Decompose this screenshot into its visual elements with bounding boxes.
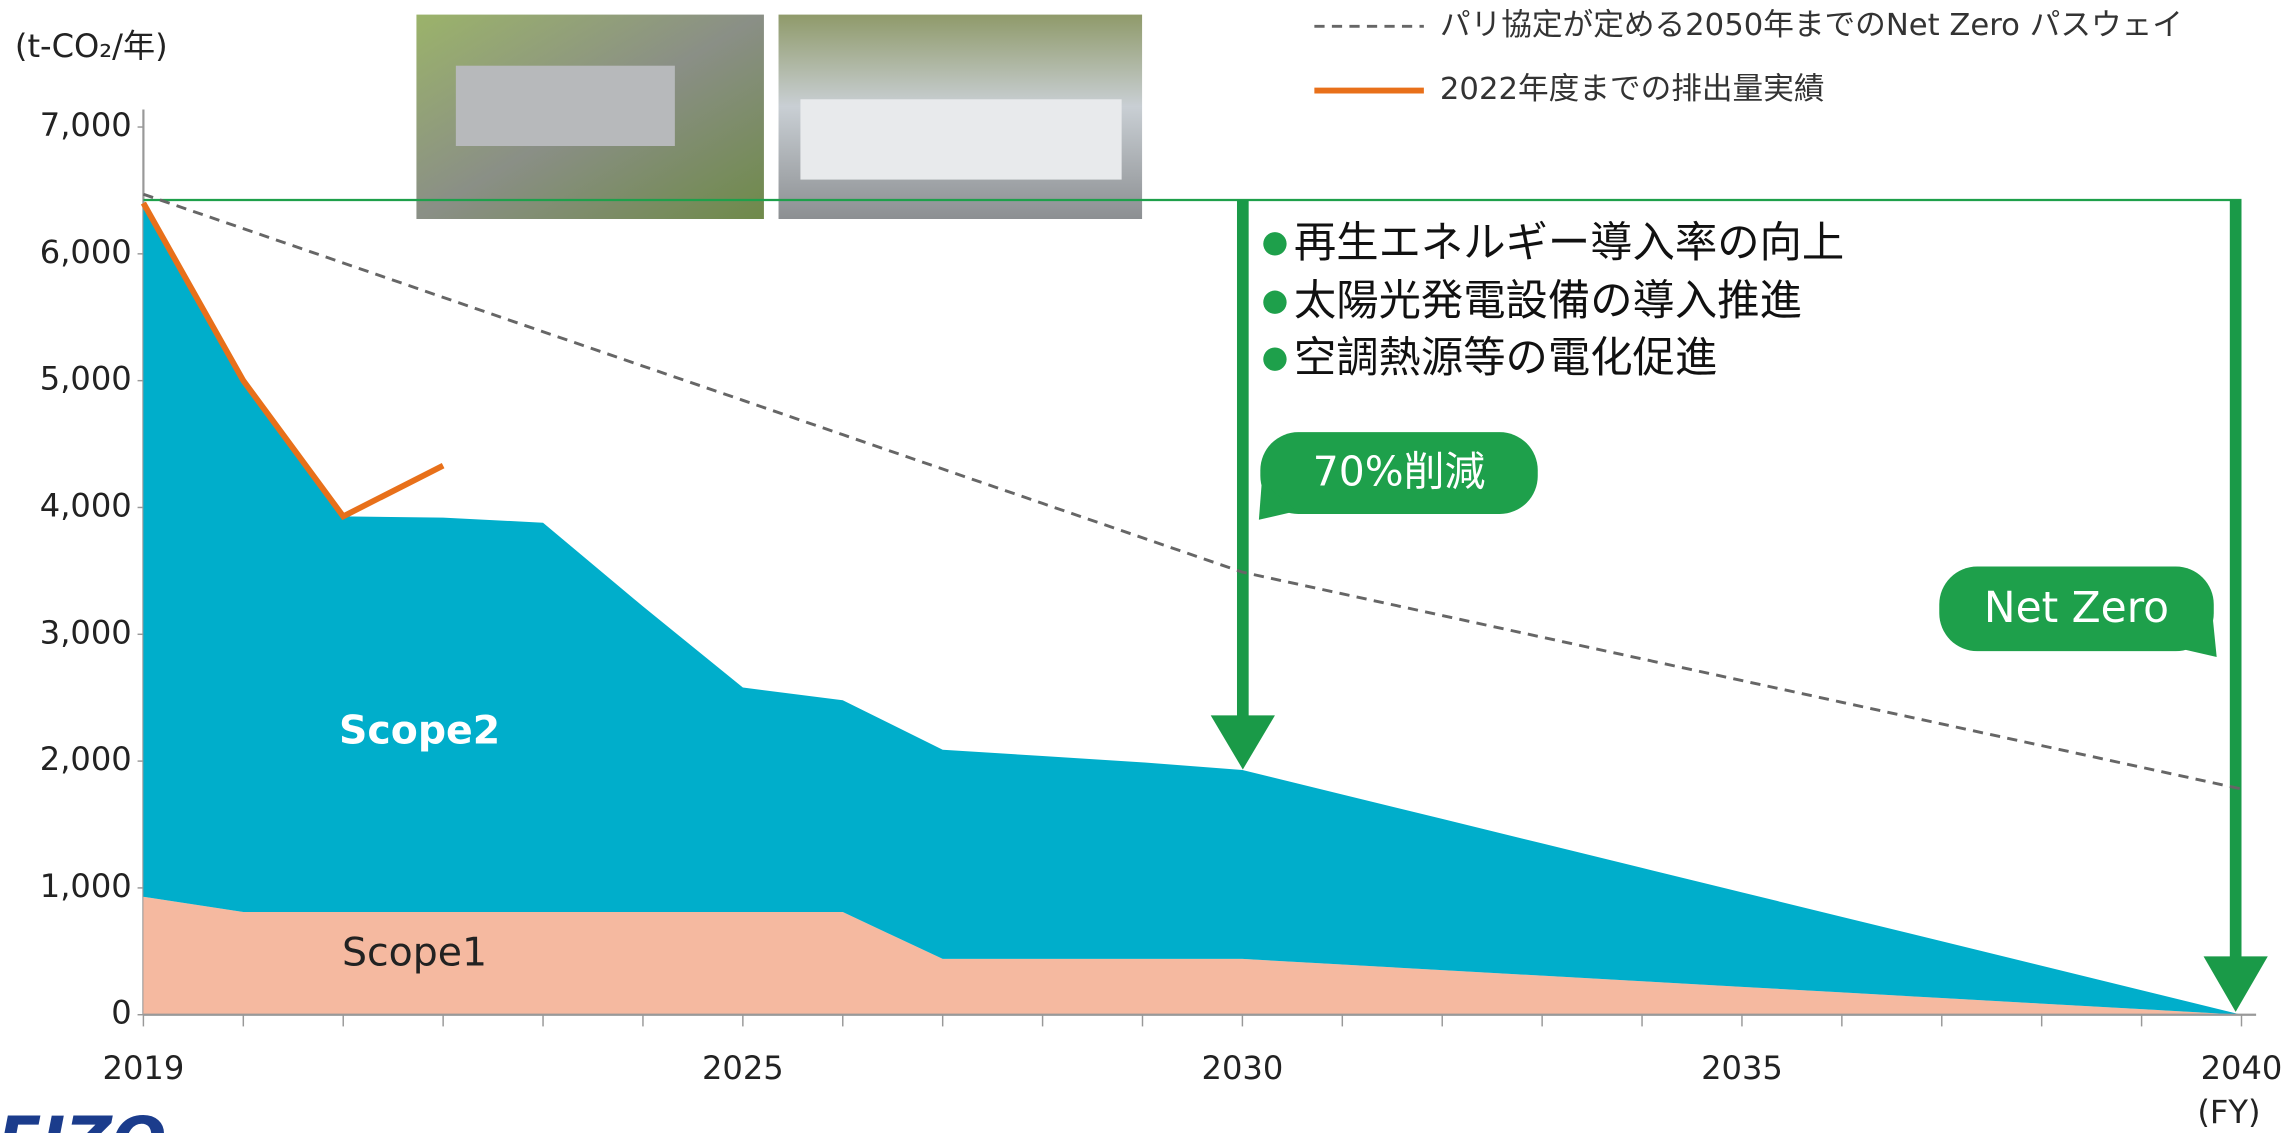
x-tick-label: 2040	[2201, 1049, 2283, 1087]
y-tick-label: 7,000	[40, 106, 132, 144]
y-tick-label: 3,000	[40, 613, 132, 651]
y-unit-label: (t-CO₂/年)	[15, 27, 168, 65]
bullet-dot	[1263, 291, 1286, 314]
series-label: Scope2	[339, 707, 500, 753]
arrow-head	[1211, 715, 1275, 769]
bullet-dot	[1263, 232, 1286, 255]
legend-label: 2022年度までの排出量実績	[1440, 72, 1825, 107]
chart: 再生エネルギー導入率の向上 太陽光発電設備の導入推進 空調熱源等の電化促進 70…	[0, 0, 2290, 1133]
bullet-text: 空調熱源等の電化促進	[1294, 333, 1717, 382]
x-tick-label: 2025	[702, 1049, 784, 1087]
callout-text: 70%削減	[1313, 448, 1486, 496]
area	[143, 203, 2241, 1015]
y-tick-label: 2,000	[40, 740, 132, 778]
logo: EIZO	[0, 1103, 166, 1133]
bullet-dot	[1263, 347, 1286, 370]
x-tick-label: 2019	[103, 1049, 185, 1087]
plot-area	[138, 110, 2242, 1015]
arrow-head	[2204, 956, 2268, 1011]
x-tick-label: 2035	[1701, 1049, 1783, 1087]
bullet-text: 太陽光発電設備の導入推進	[1294, 276, 1802, 325]
photo-building	[456, 66, 675, 146]
y-tick-label: 1,000	[40, 867, 132, 905]
y-tick-label: 6,000	[40, 233, 132, 271]
x-unit-label: (FY)	[2197, 1093, 2260, 1131]
callout-text: Net Zero	[1984, 583, 2169, 632]
bullet-text: 再生エネルギー導入率の向上	[1294, 218, 1844, 267]
y-tick-label: 4,000	[40, 486, 132, 524]
photo-building	[800, 99, 1121, 179]
y-tick-label: 0	[111, 994, 131, 1032]
series-label: Scope1	[342, 929, 487, 975]
legend-label: パリ協定が定める2050年までのNet Zero パスウェイ	[1440, 8, 2183, 43]
x-tick-label: 2030	[1202, 1049, 1284, 1087]
y-tick-label: 5,000	[40, 360, 132, 398]
page: {"chart_data": { "type": "area", "y_unit…	[0, 0, 2290, 1133]
